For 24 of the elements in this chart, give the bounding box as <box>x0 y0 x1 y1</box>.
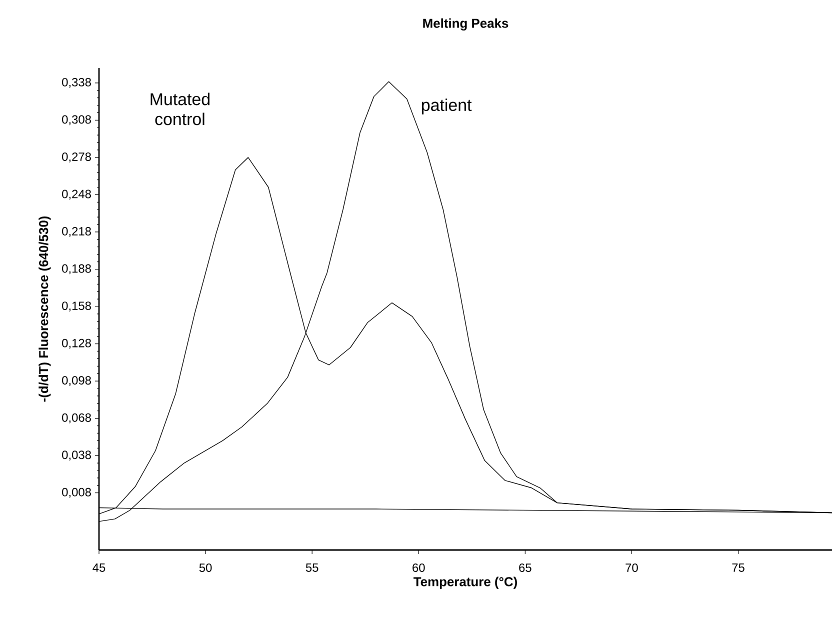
y-tick-label: 0,338 <box>62 78 91 88</box>
x-tick-label: 75 <box>732 563 744 572</box>
x-tick-label: 45 <box>92 563 106 572</box>
y-tick-label: 0,008 <box>62 488 91 498</box>
y-tick-label: 0,038 <box>62 450 91 461</box>
y-tick-label: 0,248 <box>62 190 91 200</box>
y-tick-label: 0,308 <box>62 115 91 126</box>
x-tick-label: 55 <box>306 563 318 572</box>
y-axis-title: -(d/dT) Fluorescence (640/530) <box>38 216 51 402</box>
chart-title: Melting Peaks <box>423 18 508 30</box>
x-axis-title: Temperature (°C) <box>414 576 517 589</box>
text: Mutated control <box>150 92 210 126</box>
y-tick-label: 0,158 <box>62 302 91 312</box>
y-tick-label: 0,278 <box>62 152 91 162</box>
y-tick-label: 0,218 <box>62 227 91 237</box>
x-tick-label: 65 <box>519 563 532 572</box>
series-label: patient <box>422 98 472 114</box>
x-tick-label: 60 <box>412 563 425 572</box>
y-tick-label: 0,128 <box>62 338 91 349</box>
y-tick-label: 0,188 <box>62 264 91 274</box>
y-tick-label: 0,098 <box>62 376 91 386</box>
y-tick-label: 0,068 <box>62 413 91 424</box>
x-tick-label: 70 <box>626 563 638 572</box>
x-tick-label: 50 <box>199 563 212 572</box>
